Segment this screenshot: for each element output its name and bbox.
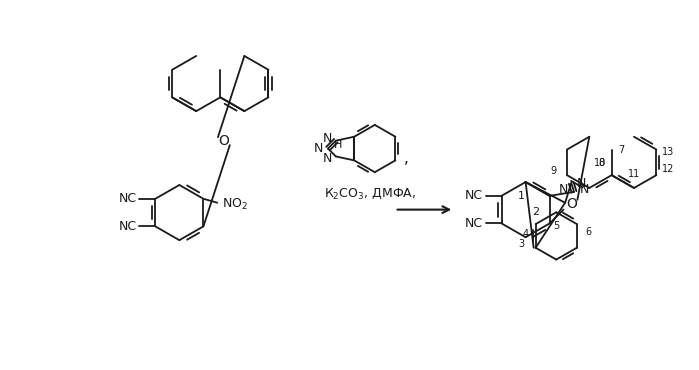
Text: 2: 2 [532,206,540,216]
Text: NC: NC [465,189,483,202]
Text: H: H [333,139,342,149]
Text: 5: 5 [553,221,559,231]
Text: 3: 3 [519,239,525,249]
Text: O: O [219,134,229,148]
Text: 10: 10 [593,158,606,168]
Text: N: N [577,176,586,189]
Text: N: N [313,142,323,155]
Text: NC: NC [465,217,483,230]
Text: ,: , [404,151,409,166]
Text: 7: 7 [619,145,625,155]
Text: 9: 9 [550,166,556,176]
Text: 1: 1 [518,191,525,201]
Text: 11: 11 [628,169,640,179]
Text: 4: 4 [523,229,528,239]
Text: 8: 8 [598,158,605,168]
Text: NO$_2$: NO$_2$ [222,197,248,212]
Text: NC: NC [118,220,136,233]
Text: N: N [323,132,333,145]
Text: N: N [579,184,589,196]
Text: N: N [559,184,568,196]
Text: 12: 12 [662,164,675,174]
Text: 6: 6 [586,227,592,237]
Text: O: O [566,197,577,211]
Text: К$_2$СО$_3$, ДМФА,: К$_2$СО$_3$, ДМФА, [324,187,416,201]
Text: N: N [323,152,333,165]
Text: 13: 13 [662,147,675,157]
Text: NC: NC [118,192,136,205]
